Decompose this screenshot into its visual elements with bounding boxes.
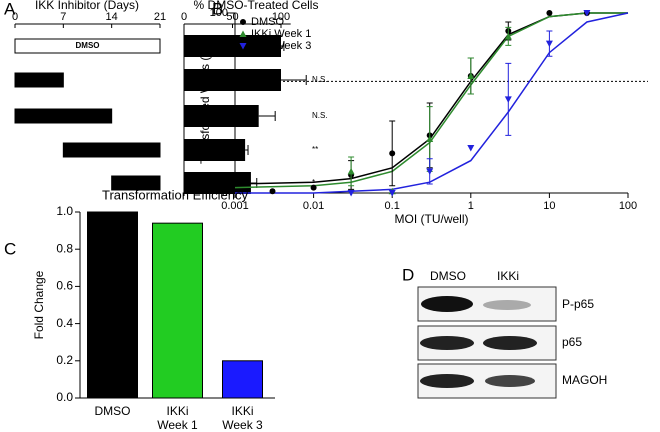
point — [504, 32, 512, 40]
bar — [184, 172, 251, 194]
band — [483, 300, 531, 310]
y-tick-label: 0.6 — [56, 279, 73, 293]
bar — [111, 175, 161, 191]
point — [269, 188, 276, 195]
blot-column: IKKi — [497, 269, 519, 283]
annotation: N.S. — [312, 111, 328, 120]
y-tick-label: 80 — [216, 43, 228, 55]
bar — [14, 108, 113, 124]
fit-line — [234, 12, 628, 189]
point — [310, 184, 317, 191]
point — [426, 135, 434, 142]
chart-title: IKK Inhibitor (Days) — [35, 0, 139, 12]
bar — [184, 139, 246, 161]
bar — [87, 211, 138, 399]
point — [467, 72, 475, 79]
point — [389, 150, 396, 157]
panel-label: B — [212, 0, 223, 18]
point — [347, 190, 355, 197]
legend-label: IKKi Week 1 — [251, 28, 311, 40]
band — [420, 336, 474, 350]
x-tick-label: 0.1 — [385, 200, 400, 212]
point — [388, 190, 396, 197]
error-bar — [281, 41, 285, 51]
chart-title: % DMSO-Treated Cells — [194, 0, 319, 12]
bar — [184, 35, 281, 57]
x-tick-label: IKKi Week 1 — [157, 404, 198, 432]
bar — [14, 72, 64, 88]
point — [426, 168, 434, 175]
legend-marker — [239, 30, 247, 37]
bar — [184, 69, 281, 91]
bar — [14, 38, 161, 54]
y-tick-label: 0.8 — [56, 241, 73, 255]
blot-row: MAGOH — [562, 373, 607, 387]
blot-row: P-p65 — [562, 297, 594, 311]
y-axis-label: Transformed Wells (%) — [198, 42, 212, 164]
blot-row: p65 — [562, 335, 582, 349]
error-bar — [258, 111, 276, 121]
point — [583, 10, 591, 17]
annotation: ** — [312, 145, 318, 154]
x-tick-label: 0 — [181, 11, 187, 23]
y-tick-label: 0.2 — [56, 353, 73, 367]
x-tick-label: 21 — [154, 11, 166, 23]
band — [420, 374, 474, 388]
x-tick-label: 0.001 — [221, 200, 249, 212]
x-tick-label: 10 — [543, 200, 555, 212]
panel-label: C — [4, 239, 16, 258]
point — [546, 10, 553, 16]
x-tick-label: DMSO — [94, 404, 131, 418]
y-tick-label: 1.0 — [56, 204, 73, 218]
y-tick-label: 20 — [216, 151, 228, 163]
error-bar — [281, 75, 307, 85]
x-tick-label: 100 — [272, 11, 290, 23]
legend-marker — [239, 43, 247, 50]
band — [483, 336, 537, 350]
point — [545, 40, 553, 48]
panel-label: A — [4, 0, 16, 18]
bar — [222, 360, 263, 399]
bar — [62, 142, 161, 158]
x-tick-label: 0 — [12, 11, 18, 23]
point — [347, 167, 355, 175]
legend-label: DMSO — [251, 16, 284, 28]
blot-column: DMSO — [430, 269, 466, 283]
y-tick-label: 60 — [216, 79, 228, 91]
x-tick-label: 7 — [60, 11, 66, 23]
panel-label: D — [402, 265, 414, 284]
x-tick-label: 100 — [619, 200, 637, 212]
bar — [152, 222, 203, 399]
y-tick-label: 40 — [216, 115, 228, 127]
point — [504, 96, 512, 103]
band — [421, 296, 473, 312]
y-tick-label: 0 — [222, 187, 228, 199]
blot: DMSO IKKi P-p65 p65 MAGOH — [417, 269, 607, 399]
y-tick-label: 0.0 — [56, 390, 73, 404]
chart-title: Transformation Efficiency — [102, 187, 248, 202]
y-tick-label: 0.4 — [56, 316, 73, 330]
y-tick-label: 100 — [210, 7, 228, 19]
y-axis-label: Fold Change — [32, 270, 46, 339]
error-bar — [245, 145, 249, 155]
x-tick-label: 0.01 — [303, 200, 324, 212]
band — [485, 375, 535, 387]
point — [467, 145, 475, 152]
bar — [184, 105, 259, 127]
fit-line — [235, 12, 629, 194]
x-tick-label: IKKi Week 3 — [222, 404, 263, 432]
x-tick-label: 1 — [468, 200, 474, 212]
x-axis-label: MOI (TU/well) — [395, 212, 469, 226]
legend-label: IKKi Week 3 — [251, 40, 311, 52]
annotation: N.S. — [312, 75, 328, 84]
legend-marker — [240, 19, 246, 25]
x-tick-label: 50 — [226, 11, 238, 23]
bar-label: DMSO — [76, 41, 100, 50]
x-tick-label: 14 — [106, 11, 118, 23]
